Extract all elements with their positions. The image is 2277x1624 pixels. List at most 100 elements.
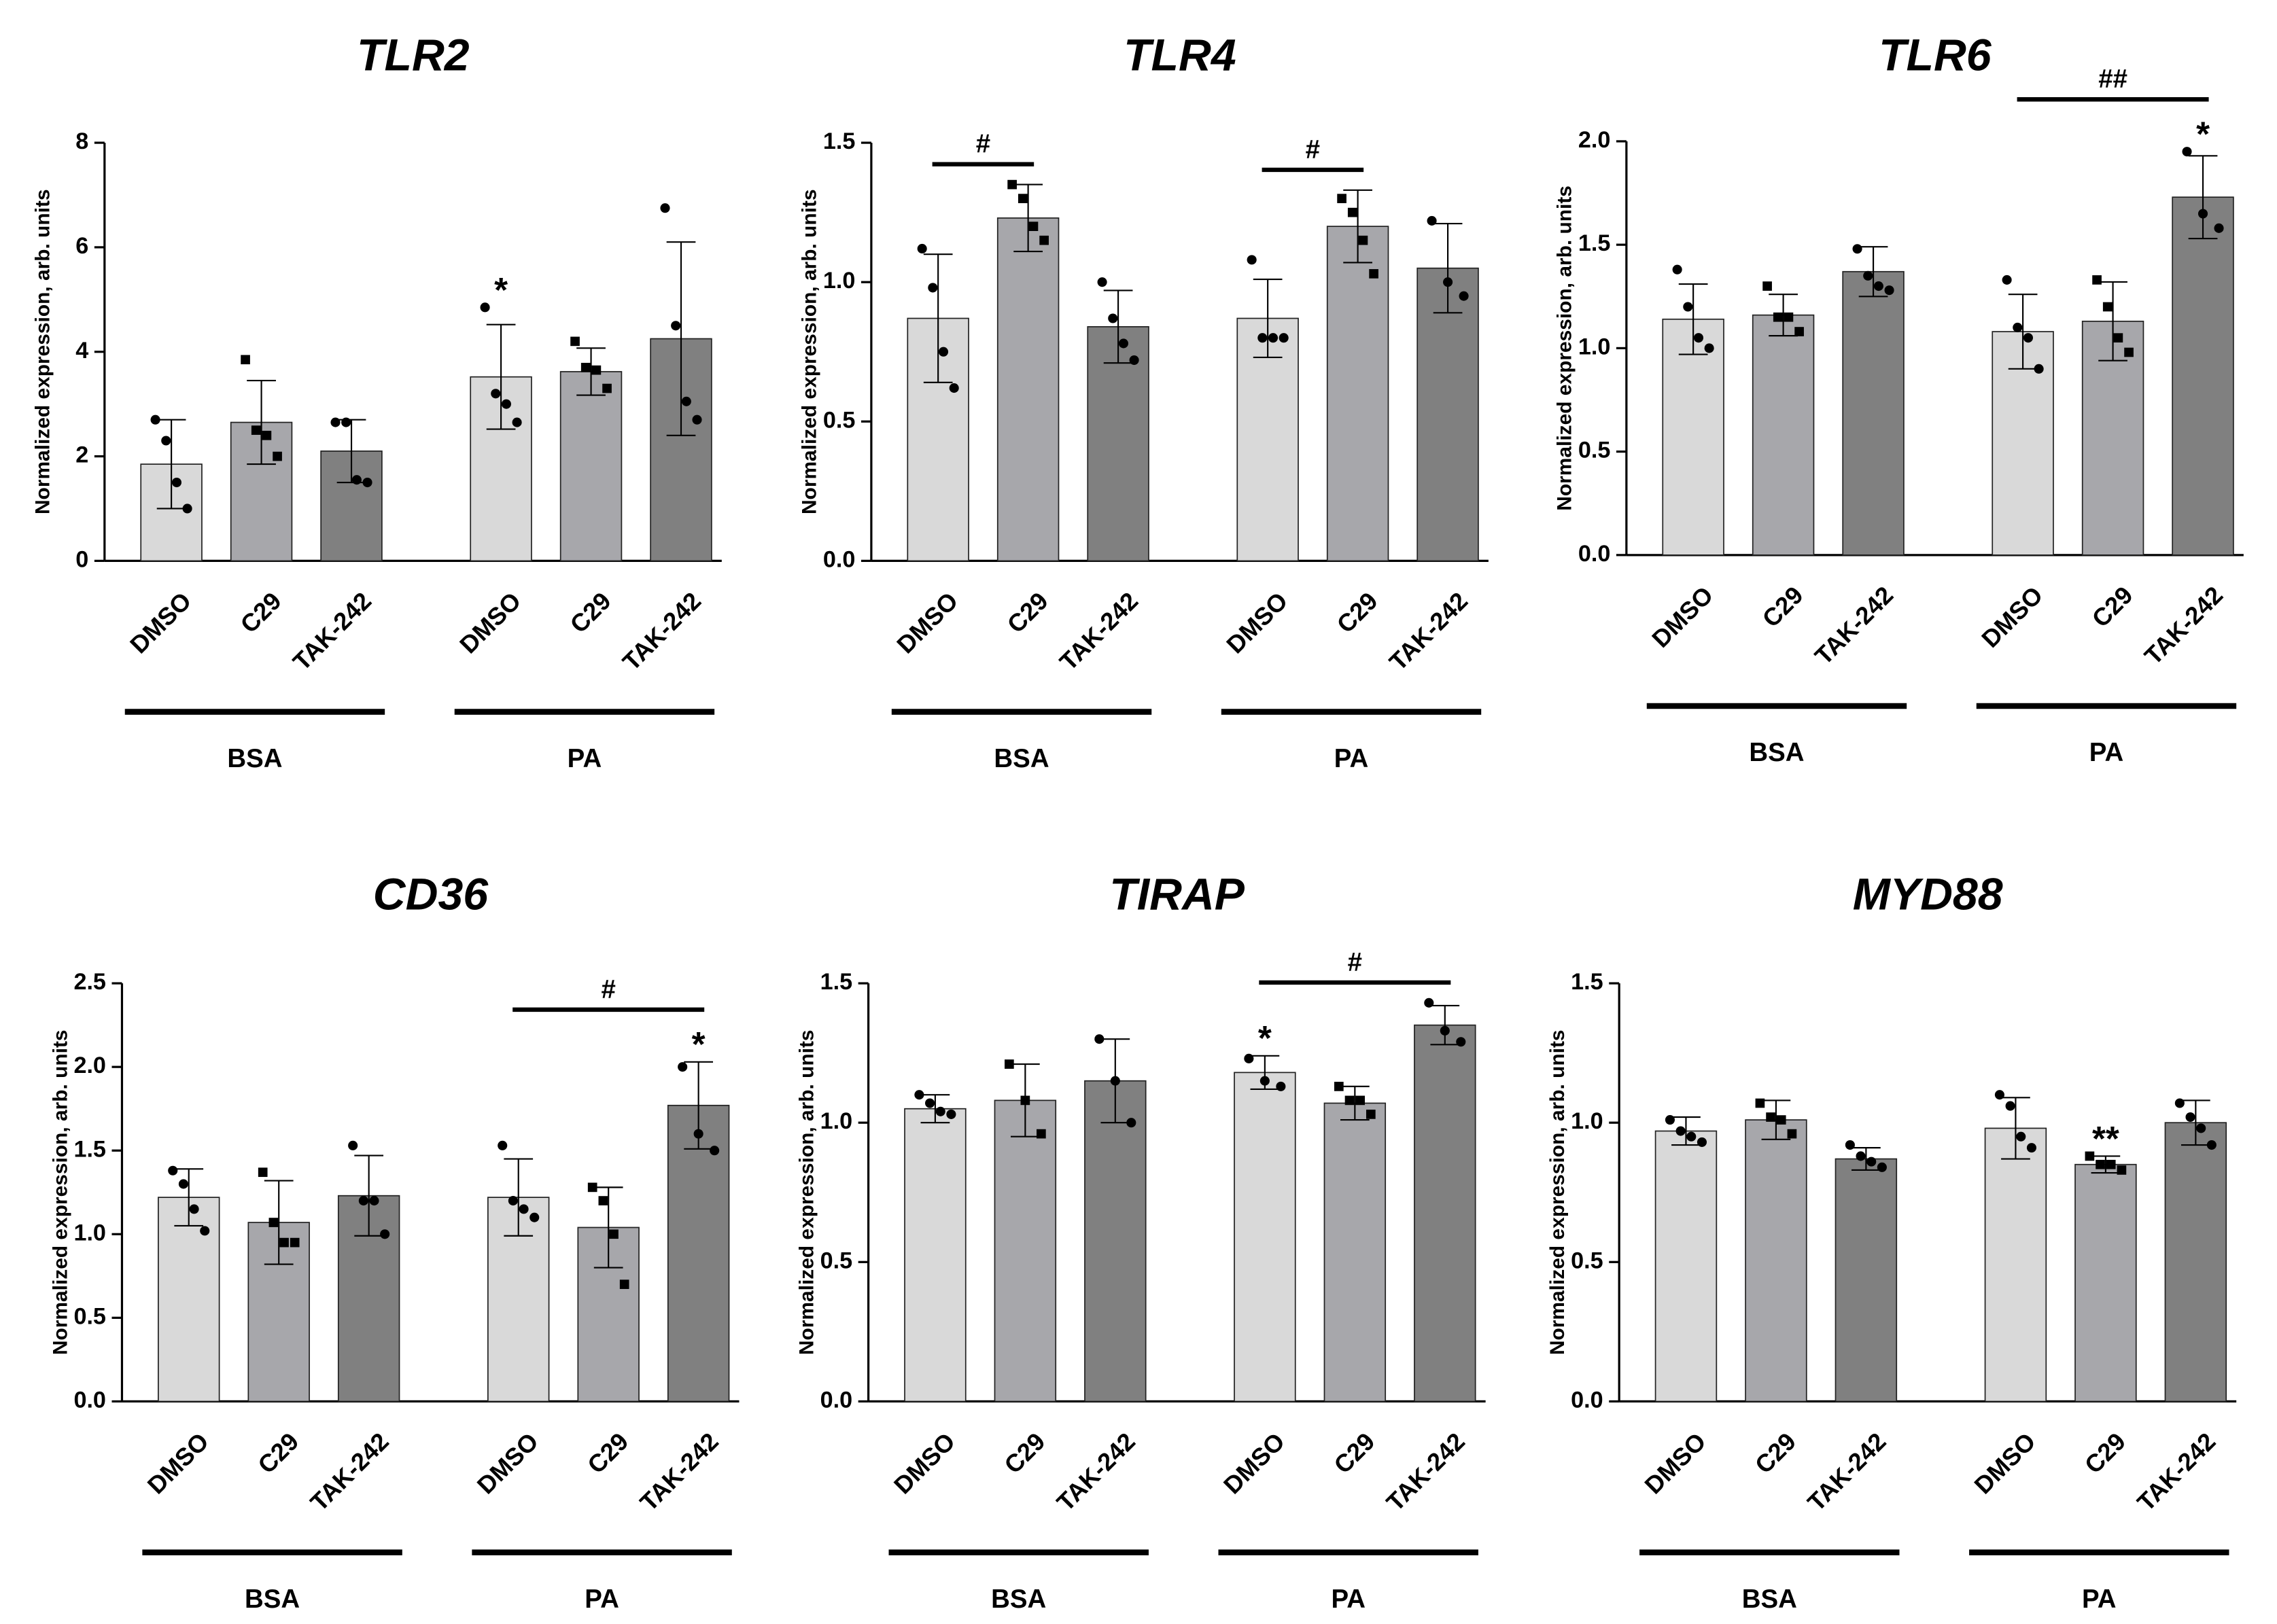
x-tick-label: DMSO <box>888 1427 960 1499</box>
data-point <box>262 430 272 440</box>
x-tick-label: C29 <box>1750 1427 1801 1479</box>
y-tick-label: 4 <box>75 338 88 364</box>
data-point <box>1257 333 1268 343</box>
bracket-label: # <box>1306 135 1320 164</box>
data-point <box>2196 1123 2206 1133</box>
data-point <box>341 417 351 427</box>
bar <box>1752 314 1815 556</box>
x-tick-label: C29 <box>998 1427 1050 1479</box>
data-point <box>917 243 927 254</box>
data-point <box>1424 998 1434 1008</box>
x-tick-label: TAK-242 <box>1051 1427 1141 1516</box>
data-point <box>268 1218 279 1227</box>
data-point <box>362 477 372 488</box>
data-point <box>2092 275 2102 285</box>
data-point <box>189 1204 199 1214</box>
group-label: BSA <box>1749 738 1804 767</box>
data-point <box>1039 235 1049 245</box>
data-point <box>273 451 282 461</box>
data-point <box>2113 333 2123 343</box>
bar <box>1984 1127 2047 1402</box>
error-bar <box>504 1158 534 1237</box>
y-axis-label: Normalized expression, arb. units <box>32 189 54 514</box>
error-bar <box>1433 222 1463 314</box>
data-point <box>2106 1159 2116 1169</box>
data-point <box>2034 364 2044 374</box>
data-point <box>290 1237 300 1248</box>
data-point <box>925 1098 935 1108</box>
data-point <box>2124 347 2134 357</box>
data-point <box>671 321 681 331</box>
x-tick-label: TAK-242 <box>1381 1427 1470 1516</box>
x-tick-label: C29 <box>235 586 287 638</box>
error-bar <box>2001 1097 2030 1160</box>
y-tick-label: 0.5 <box>1571 1248 1603 1273</box>
y-tick-label: 2.5 <box>73 969 106 995</box>
bracket-label: # <box>601 975 615 1004</box>
error-bar <box>1430 1004 1460 1046</box>
data-point <box>914 1090 924 1100</box>
bar <box>1654 1130 1718 1402</box>
data-point <box>1755 1098 1765 1108</box>
data-point <box>660 203 670 213</box>
error-bar <box>354 1154 384 1237</box>
data-point <box>1097 277 1107 287</box>
y-axis-label: Normalized expression, arb. units <box>1546 1029 1569 1355</box>
data-point <box>1845 1140 1855 1150</box>
data-point <box>1259 1076 1270 1086</box>
bar <box>2172 196 2234 556</box>
error-bar <box>1340 1085 1370 1121</box>
data-point <box>1108 313 1118 323</box>
data-point <box>241 355 250 365</box>
data-point <box>2023 333 2033 343</box>
bar <box>1416 267 1479 562</box>
error-bar <box>576 347 606 396</box>
error-bar <box>1761 1099 1791 1140</box>
y-tick-label: 6 <box>75 233 88 259</box>
y-tick-label: 1.5 <box>73 1136 106 1162</box>
data-point <box>935 1106 945 1116</box>
y-tick-label: 1.0 <box>73 1220 106 1246</box>
data-point <box>678 1062 688 1072</box>
x-tick-label: DMSO <box>472 1427 544 1499</box>
data-point <box>1773 312 1783 322</box>
data-point <box>519 1204 529 1214</box>
group-label: BSA <box>1742 1585 1797 1614</box>
data-point <box>508 1196 518 1206</box>
data-point <box>1704 343 1714 353</box>
data-point <box>2102 302 2113 312</box>
data-point <box>1094 1034 1105 1044</box>
data-point <box>1866 1157 1877 1167</box>
group-label: PA <box>2082 1585 2117 1614</box>
data-point <box>570 336 580 347</box>
x-tick-label: DMSO <box>1976 581 2048 653</box>
x-tick-label: TAK-242 <box>305 1427 394 1516</box>
data-point <box>928 283 938 293</box>
group-label: PA <box>2089 738 2124 767</box>
group-label: PA <box>1331 1585 1366 1614</box>
error-bar <box>264 1180 294 1265</box>
data-point <box>1244 1053 1254 1063</box>
error-bar <box>1852 1147 1881 1171</box>
bar <box>1745 1119 1807 1402</box>
x-tick-label: C29 <box>1757 581 1809 633</box>
error-bar <box>666 241 696 436</box>
data-point <box>1007 179 1017 190</box>
data-point <box>1110 1076 1120 1086</box>
data-point <box>1028 222 1039 231</box>
y-tick-label: 0.0 <box>820 1387 853 1413</box>
data-point <box>330 417 341 427</box>
bar <box>1236 317 1299 562</box>
data-point <box>1863 270 1873 281</box>
x-tick-label: DMSO <box>1646 581 1718 653</box>
y-tick-label: 1.0 <box>1571 1108 1603 1134</box>
x-tick-label: C29 <box>2079 1427 2131 1479</box>
data-point <box>529 1212 540 1222</box>
error-bar <box>593 1186 623 1269</box>
group-label: BSA <box>994 744 1049 773</box>
error-bar <box>1671 1116 1701 1146</box>
data-point <box>480 302 490 313</box>
data-point <box>348 1140 358 1150</box>
x-tick-label: DMSO <box>1969 1427 2041 1499</box>
data-point <box>692 414 702 425</box>
